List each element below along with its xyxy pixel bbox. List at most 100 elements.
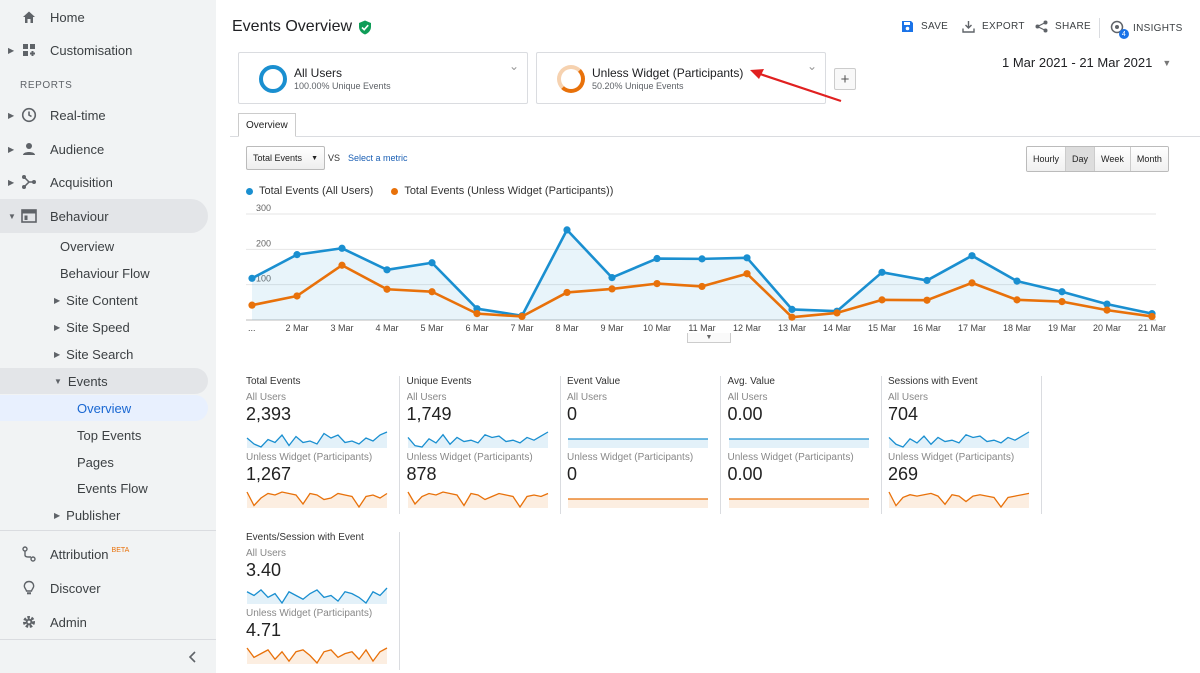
data-point <box>1013 296 1021 304</box>
sparkline <box>246 491 388 508</box>
scorecard: Event Value All Users 0 Unless Widget (Part… <box>567 376 721 514</box>
scorecard-value: 0 <box>567 404 578 424</box>
divider <box>0 530 216 531</box>
x-tick-label: 20 Mar <box>1093 323 1121 333</box>
data-point <box>1103 306 1111 314</box>
beta-badge: BETA <box>111 546 130 554</box>
tab-overview[interactable]: Overview <box>238 113 296 137</box>
page-title: Events Overview <box>232 18 372 36</box>
sidebar-item-site-content[interactable]: ▶ Site Content <box>54 292 138 308</box>
sidebar-item-events[interactable]: ▼ Events <box>54 373 108 389</box>
scorecard: Sessions with Event All Users 704 Unless Wi… <box>888 376 1042 514</box>
x-tick-label: 17 Mar <box>958 323 986 333</box>
scorecard-value: 0 <box>567 464 578 484</box>
save-icon <box>902 21 913 32</box>
segment-name: Unless Widget (Participants) <box>592 66 744 80</box>
scorecard-value: 4.71 <box>246 620 282 640</box>
insights-button[interactable]: 4 INSIGHTS <box>1110 20 1183 39</box>
sparkline-line <box>246 431 388 448</box>
divider <box>0 639 216 640</box>
sidebar-item-publisher[interactable]: ▶ Publisher <box>54 507 121 523</box>
caret-right-icon: ▶ <box>54 510 61 520</box>
x-tick-label: 14 Mar <box>823 323 851 333</box>
sidebar-item-site-speed[interactable]: ▶ Site Speed <box>54 319 130 335</box>
granularity-hourly[interactable]: Hourly <box>1027 147 1067 171</box>
sparkline-area <box>247 492 387 508</box>
scorecard-segment-label: Unless Widget (Participants) <box>246 608 373 619</box>
x-tick-label: 8 Mar <box>555 323 578 333</box>
clock-icon <box>20 106 38 124</box>
data-point <box>968 252 976 260</box>
data-point <box>338 244 346 252</box>
select-metric-link[interactable]: Select a metric <box>348 153 408 163</box>
gear-icon <box>20 613 38 631</box>
data-point <box>788 313 796 321</box>
scorecard: Unique Events All Users 1,749 Unless Widget… <box>407 376 561 514</box>
granularity-week[interactable]: Week <box>1095 147 1131 171</box>
chart-legend: Total Events (All Users) Total Events (U… <box>246 185 613 197</box>
export-button[interactable]: EXPORT <box>962 20 1025 33</box>
sidebar-item-top-events[interactable]: Top Events <box>77 427 142 443</box>
x-tick-label: 9 Mar <box>600 323 623 333</box>
share-icon <box>1035 20 1048 33</box>
sparkline-line <box>246 491 388 508</box>
data-point <box>563 226 571 234</box>
save-button[interactable]: SAVE <box>901 20 948 33</box>
sparkline-area <box>728 439 869 448</box>
lightbulb-icon <box>20 579 38 597</box>
share-button[interactable]: SHARE <box>1035 20 1091 33</box>
granularity-month[interactable]: Month <box>1130 147 1168 171</box>
data-point <box>788 305 796 313</box>
sidebar-item-behaviour-flow[interactable]: Behaviour Flow <box>60 265 150 281</box>
scorecard-value: 0.00 <box>727 404 763 424</box>
scorecard: Total Events All Users 2,393 Unless Widget … <box>246 376 400 514</box>
data-point <box>923 296 931 304</box>
x-tick-label: ... <box>248 323 256 333</box>
collapse-sidebar-button[interactable] <box>184 648 202 666</box>
caret-down-icon: ▼ <box>311 154 318 162</box>
scorecard-title: Events/Session with Event <box>246 532 364 543</box>
sparkline-line <box>407 431 548 448</box>
sidebar-item-site-search[interactable]: ▶ Site Search <box>54 346 134 362</box>
x-tick-label: 21 Mar <box>1138 323 1166 333</box>
scorecard-segment-label: Unless Widget (Participants) <box>567 452 694 463</box>
sidebar-item-events-flow[interactable]: Events Flow <box>77 480 148 496</box>
scorecard-segment-label: All Users <box>727 392 768 403</box>
sparkline <box>246 587 388 604</box>
segment-unless-widget[interactable]: Unless Widget (Participants) 50.20% Uniq… <box>536 52 826 104</box>
data-point <box>743 270 751 278</box>
scorecard-segment-label: All Users <box>246 548 287 559</box>
x-tick-label: 7 Mar <box>510 323 533 333</box>
sidebar-item-events-overview[interactable]: Overview <box>77 400 132 416</box>
scorecard-value: 878 <box>406 464 437 484</box>
sparkline-line <box>246 587 388 604</box>
x-tick-label: 5 Mar <box>420 323 443 333</box>
data-point <box>743 254 751 262</box>
segment-ring-icon <box>557 65 585 93</box>
sparkline <box>888 431 1030 448</box>
metric-select[interactable]: Total Events ▼ <box>246 146 325 170</box>
person-icon <box>20 140 38 158</box>
add-segment-button[interactable]: + <box>834 68 856 90</box>
x-tick-label: 11 Mar <box>688 323 715 333</box>
scorecard-value: 3.40 <box>246 560 282 580</box>
x-tick-label: 10 Mar <box>643 323 671 333</box>
sparkline <box>568 438 708 448</box>
sidebar: Home ▶ Customisation REPORTS ▶ Real-time… <box>0 0 216 673</box>
data-point <box>248 301 256 309</box>
caret-right-icon: ▶ <box>8 45 15 55</box>
x-tick-label: 2 Mar <box>285 323 308 333</box>
sparkline <box>406 491 548 508</box>
data-point <box>1148 312 1156 321</box>
granularity-day[interactable]: Day <box>1066 147 1096 171</box>
date-range-picker[interactable]: 1 Mar 2021 - 21 Mar 2021 ▼ <box>1002 55 1172 70</box>
sidebar-item-pages[interactable]: Pages <box>77 454 114 470</box>
scorecard-title: Sessions with Event <box>888 376 978 387</box>
sparkline-area <box>568 439 708 448</box>
collapse-chart-button[interactable]: ▼ <box>687 333 731 343</box>
data-point <box>608 285 616 293</box>
segment-subtitle: 100.00% Unique Events <box>294 81 391 91</box>
scorecard-segment-label: Unless Widget (Participants) <box>246 452 373 463</box>
sidebar-item-behaviour-overview[interactable]: Overview <box>60 238 115 254</box>
segment-all-users[interactable]: All Users 100.00% Unique Events ⌄ <box>238 52 528 104</box>
